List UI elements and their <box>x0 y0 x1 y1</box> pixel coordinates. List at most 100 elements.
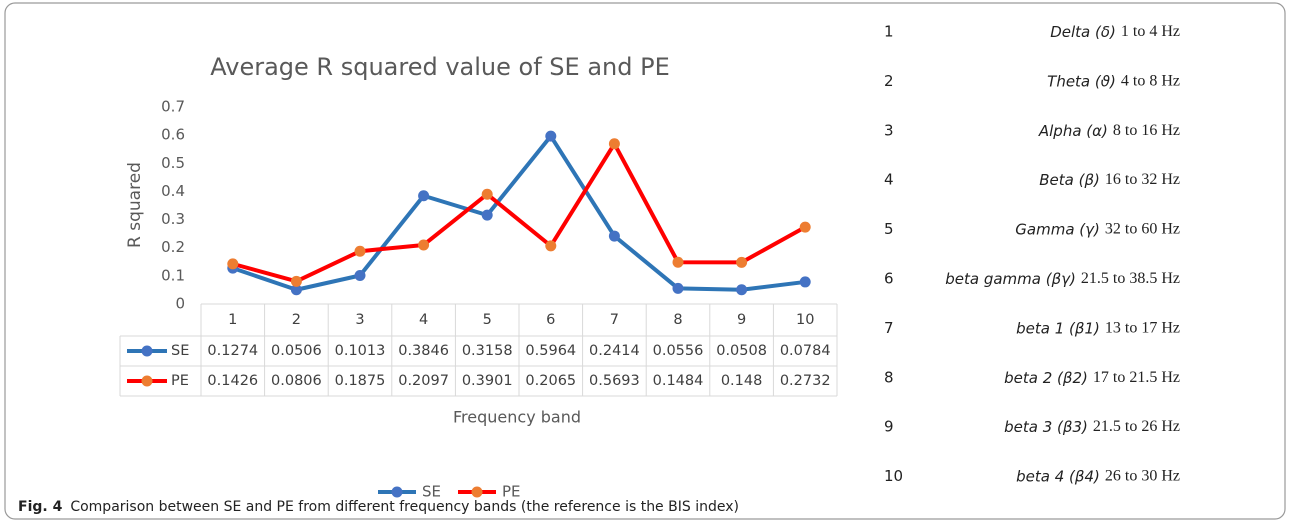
x-tick-label: 7 <box>610 312 619 328</box>
band-number: 2 <box>884 72 894 90</box>
table-value: 0.0506 <box>271 343 322 359</box>
band-range: 17 to 21.5 Hz <box>1093 368 1180 385</box>
table-value: 0.1484 <box>653 373 704 389</box>
band-range: 26 to 30 Hz <box>1105 467 1180 484</box>
data-point <box>290 275 302 287</box>
band-range: 8 to 16 Hz <box>1113 121 1180 138</box>
x-axis-label: Frequency band <box>453 408 581 427</box>
band-description: beta 2 (β2) 17 to 21.5 Hz <box>1004 368 1180 386</box>
band-name: Gamma (γ) <box>1015 220 1100 238</box>
table-value: 0.3846 <box>398 343 449 359</box>
band-range: 21.5 to 38.5 Hz <box>1081 270 1180 287</box>
y-tick-label: 0 <box>175 295 185 313</box>
band-description: beta 3 (β3) 21.5 to 26 Hz <box>1004 418 1180 436</box>
band-name: beta gamma (βγ) <box>945 270 1076 288</box>
table-value: 0.2065 <box>525 373 576 389</box>
table-legend-marker <box>141 375 153 387</box>
data-point <box>290 284 302 296</box>
band-description: beta 1 (β1) 13 to 17 Hz <box>1016 319 1180 337</box>
band-description: Alpha (α) 8 to 16 Hz <box>1038 121 1180 139</box>
table-value: 0.2414 <box>589 343 640 359</box>
band-range: 1 to 4 Hz <box>1121 23 1180 40</box>
band-name: beta 2 (β2) <box>1004 368 1088 386</box>
band-name: beta 3 (β3) <box>1004 418 1088 436</box>
y-tick-label: 0.4 <box>161 182 185 200</box>
band-name: Beta (β) <box>1039 171 1100 189</box>
y-tick-label: 0.3 <box>161 210 185 228</box>
data-point <box>672 282 684 294</box>
band-number: 4 <box>884 171 894 189</box>
x-tick-label: 8 <box>673 312 682 328</box>
band-range: 13 to 17 Hz <box>1105 319 1180 336</box>
data-point <box>608 230 620 242</box>
band-range: 21.5 to 26 Hz <box>1093 418 1180 435</box>
table-value: 0.3158 <box>462 343 513 359</box>
table-value: 0.5964 <box>525 343 576 359</box>
data-point <box>227 258 239 270</box>
data-point <box>672 256 684 268</box>
data-point <box>418 190 430 202</box>
table-value: 0.2097 <box>398 373 449 389</box>
y-tick-label: 0.5 <box>161 154 185 172</box>
band-number: 5 <box>884 220 894 238</box>
band-range: 4 to 8 Hz <box>1121 72 1180 89</box>
band-description: Theta (ϑ) 4 to 8 Hz <box>1047 72 1180 90</box>
table-value: 0.2732 <box>780 373 831 389</box>
y-axis-label: R squared <box>125 162 145 248</box>
series-line <box>232 141 807 284</box>
table-value: 0.5693 <box>589 373 640 389</box>
band-number: 9 <box>884 418 894 436</box>
data-point <box>545 130 557 142</box>
table-value: 0.3901 <box>462 373 513 389</box>
data-point <box>736 256 748 268</box>
band-number: 6 <box>884 270 894 288</box>
x-tick-label: 4 <box>419 312 428 328</box>
caption: Fig. 4 Comparison between SE and PE from … <box>18 499 739 515</box>
band-name: beta 1 (β1) <box>1016 319 1100 337</box>
table-value: 0.1013 <box>335 343 386 359</box>
y-tick-label: 0.1 <box>161 266 185 284</box>
table-value: 0.0806 <box>271 373 322 389</box>
legend-marker <box>391 486 403 498</box>
band-name: Theta (ϑ) <box>1047 72 1116 90</box>
table-value: 0.0508 <box>716 343 767 359</box>
band-range: 32 to 60 Hz <box>1105 220 1180 237</box>
band-name: Alpha (α) <box>1038 121 1108 139</box>
table-value: 0.1875 <box>335 373 386 389</box>
y-tick-label: 0.6 <box>161 126 185 144</box>
data-point <box>608 138 620 150</box>
table-value: 0.0556 <box>653 343 704 359</box>
caption-label: Fig. 4 <box>18 499 63 515</box>
table-series-name: PE <box>171 373 189 389</box>
data-point <box>545 240 557 252</box>
data-point <box>481 188 493 200</box>
x-tick-label: 10 <box>796 312 814 328</box>
data-point <box>354 269 366 281</box>
table-value: 0.1274 <box>207 343 258 359</box>
band-range: 16 to 32 Hz <box>1105 171 1180 188</box>
band-description: beta gamma (βγ) 21.5 to 38.5 Hz <box>945 270 1180 288</box>
x-tick-label: 3 <box>355 312 364 328</box>
band-name: Delta (δ) <box>1050 23 1116 41</box>
series-line <box>232 134 806 292</box>
band-number: 1 <box>884 23 894 41</box>
table-value: 0.1426 <box>207 373 258 389</box>
data-point <box>418 239 430 251</box>
table-value: 0.0784 <box>780 343 831 359</box>
table-value: 0.148 <box>721 373 763 389</box>
x-tick-label: 2 <box>292 312 301 328</box>
legend-label: SE <box>422 483 441 501</box>
y-tick-label: 0.7 <box>161 98 185 116</box>
data-point <box>354 245 366 257</box>
x-tick-label: 5 <box>483 312 492 328</box>
band-name: beta 4 (β4) <box>1016 467 1100 485</box>
legend-label: PE <box>502 483 521 501</box>
band-description: Gamma (γ) 32 to 60 Hz <box>1015 220 1180 238</box>
band-description: beta 4 (β4) 26 to 30 Hz <box>1016 467 1180 485</box>
table-series-name: SE <box>171 343 189 359</box>
legend-marker <box>471 486 483 498</box>
x-tick-label: 6 <box>546 312 555 328</box>
table-legend-marker <box>141 345 153 357</box>
band-description: Beta (β) 16 to 32 Hz <box>1039 171 1180 189</box>
